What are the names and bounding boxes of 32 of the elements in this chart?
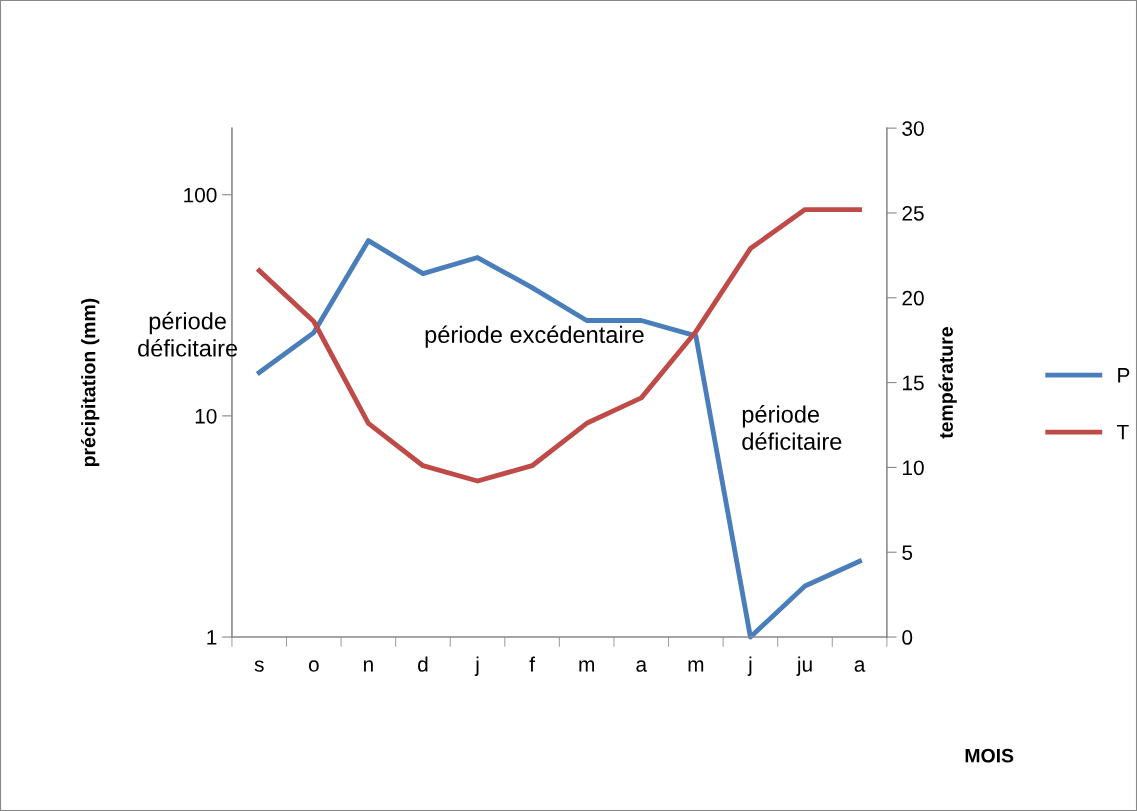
annotation: période excédentaire — [425, 325, 644, 348]
y2-tick-label: 10 — [903, 460, 924, 476]
y-tick-label: 100 — [184, 187, 217, 203]
x-tick-label: d — [418, 656, 428, 672]
legend-label: P — [1118, 368, 1130, 383]
x-tick-label: m — [688, 660, 704, 672]
x-tick-label: n — [363, 660, 373, 672]
legend-label: T — [1116, 425, 1129, 440]
x-tick-label: j — [474, 656, 479, 676]
y2-axis-title: température — [938, 327, 957, 439]
line-series — [256, 238, 862, 640]
y2-tick-label: 25 — [902, 205, 924, 221]
x-tick-label: o — [308, 660, 319, 672]
y2-tick-label: 5 — [902, 545, 913, 560]
annotation: période déficitaire — [742, 405, 842, 450]
y-tick-label: 10 — [195, 408, 217, 424]
y-axis-title: précipitation (mm) — [80, 298, 100, 467]
y-tick-label: 1 — [207, 630, 217, 645]
x-axis-title: MOIS — [965, 748, 1014, 763]
line-series — [256, 207, 862, 484]
x-tick-label: f — [529, 656, 536, 672]
x-tick-label: ju — [796, 656, 812, 676]
x-tick-label: a — [854, 660, 866, 672]
x-tick-label: a — [636, 660, 648, 672]
y2-tick-label: 20 — [902, 290, 924, 306]
y2-tick-label: 30 — [902, 121, 924, 136]
annotation: période déficitaire — [138, 311, 238, 357]
x-tick-label: s — [254, 660, 264, 672]
x-tick-label: m — [579, 660, 594, 672]
x-tick-label: j — [747, 656, 752, 676]
y2-tick-label: 15 — [903, 375, 924, 391]
y2-tick-label: 0 — [902, 630, 913, 645]
